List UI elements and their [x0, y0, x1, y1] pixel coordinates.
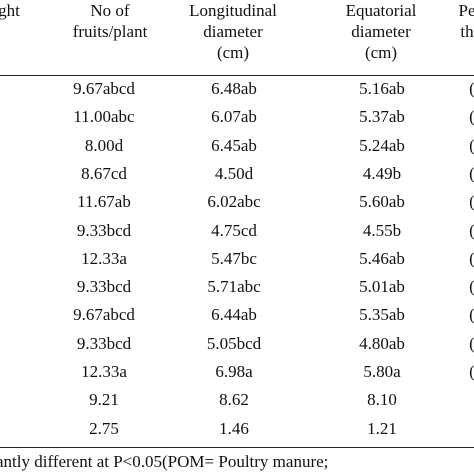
header-text: Longitudinal [189, 1, 277, 20]
longitudinal-diameter-cell: 6.98a [215, 362, 253, 381]
longitudinal-diameter-cell: 4.75cd [211, 220, 257, 240]
fruits-per-plant-cell: 9.67abcd [73, 79, 135, 98]
longitudinal-diameter-cell: 5.47bc [211, 248, 257, 268]
equatorial-diameter-cell: 4.55b [362, 220, 402, 240]
fruits-per-plant-cell: 9.33bcd [76, 333, 132, 353]
fruits-per-plant-cell: 12.33a [81, 362, 127, 381]
table-footnote: antly different at P<0.05(POM= Poultry m… [0, 452, 329, 471]
equatorial-diameter-cell: 1.21 [367, 418, 397, 438]
header-equatorial-diameter: Equatorial diameter (cm) [326, 0, 436, 63]
equatorial-diameter-cell: 8.10 [367, 390, 397, 410]
col-4-cell: ( [412, 79, 474, 99]
longitudinal-diameter-cell: 6.48ab [211, 79, 257, 98]
longitudinal-diameter-cell: 5.05bcd [206, 333, 262, 353]
header-text: th [460, 22, 474, 41]
header-text: diameter [351, 22, 411, 41]
header-col-4: Pe th [452, 0, 474, 42]
col-4-cell: ( [412, 334, 474, 354]
fruits-per-plant-cell: 8.67cd [81, 163, 127, 183]
fruits-per-plant-cell: 9.33bcd [76, 220, 132, 240]
longitudinal-diameter-cell: 6.44ab [211, 305, 257, 325]
fruits-per-plant-cell: 2.75 [89, 418, 119, 438]
header-text: fruits/plant [72, 22, 148, 41]
fruits-per-plant-cell: 8.00d [84, 135, 124, 155]
col-4-cell: ( [412, 362, 474, 382]
header-text: ght [0, 1, 20, 20]
equatorial-diameter-cell: 5.80a [363, 362, 401, 381]
header-text: No of [90, 1, 130, 20]
fruits-per-plant-cell: 9.21 [89, 390, 119, 410]
header-rule [0, 75, 474, 76]
header-text: diameter [203, 22, 263, 41]
fruits-per-plant-cell: 9.33bcd [76, 277, 132, 297]
longitudinal-diameter-cell: 6.45ab [211, 135, 257, 155]
header-longitudinal-diameter: Longitudinal diameter (cm) [173, 0, 293, 63]
equatorial-diameter-cell: 5.24ab [359, 135, 405, 155]
equatorial-diameter-cell: 5.01ab [359, 277, 405, 297]
equatorial-diameter-cell: 5.60ab [359, 192, 405, 212]
longitudinal-diameter-cell: 6.07ab [211, 107, 257, 127]
header-fruits-per-plant: No of fruits/plant [45, 0, 175, 42]
col-4-cell: ( [412, 192, 474, 212]
equatorial-diameter-cell: 4.49b [362, 163, 402, 183]
col-4-cell: ( [412, 164, 474, 184]
equatorial-diameter-cell: 5.16ab [359, 79, 405, 98]
header-text: Pe [458, 1, 474, 20]
equatorial-diameter-cell: 5.37ab [359, 107, 405, 127]
col-4-cell: ( [412, 107, 474, 127]
fruits-per-plant-cell: 9.67abcd [73, 305, 135, 325]
col-4-cell: ( [412, 136, 474, 156]
col-4-cell: ( [412, 221, 474, 241]
fruits-per-plant-cell: 11.67ab [77, 192, 131, 212]
equatorial-diameter-cell: 4.80ab [359, 333, 405, 353]
col-4-cell: ( [412, 249, 474, 269]
fruits-per-plant-cell: 12.33a [81, 248, 127, 268]
header-col-0: ght [0, 0, 24, 21]
longitudinal-diameter-cell: 8.62 [219, 390, 249, 410]
longitudinal-diameter-cell: 4.50d [214, 163, 254, 183]
header-text: (cm) [216, 43, 250, 62]
header-text: Equatorial [345, 1, 417, 20]
longitudinal-diameter-cell: 5.71abc [207, 277, 261, 297]
longitudinal-diameter-cell: 1.46 [219, 418, 249, 438]
fruits-per-plant-cell: 11.00abc [73, 107, 135, 127]
longitudinal-diameter-cell: 6.02abc [207, 192, 261, 212]
col-4-cell: ( [412, 277, 474, 297]
equatorial-diameter-cell: 5.46ab [359, 248, 405, 268]
col-4-cell: ( [412, 305, 474, 325]
header-text: (cm) [364, 43, 398, 62]
bottom-rule [0, 447, 474, 448]
equatorial-diameter-cell: 5.35ab [359, 305, 405, 325]
